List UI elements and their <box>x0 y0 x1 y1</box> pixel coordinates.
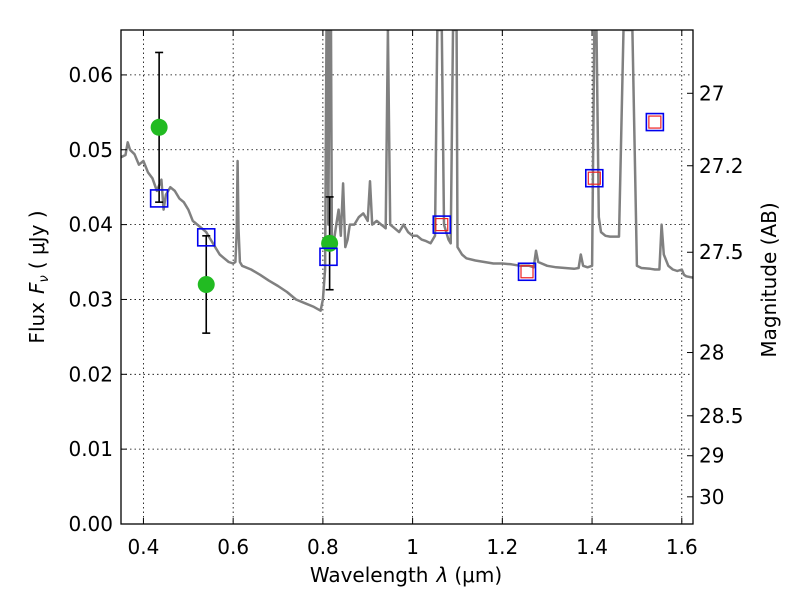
y2-tick-label: 27.2 <box>699 154 744 178</box>
y-tick-label: 0.01 <box>68 437 113 461</box>
y-tick-label: 0.06 <box>68 63 113 87</box>
model-square-marker <box>149 189 169 208</box>
x-tick-label: 1 <box>406 535 419 559</box>
sed-spectrum-line <box>121 30 693 312</box>
y2-tick-label: 27 <box>699 81 724 105</box>
model-inner-square-marker <box>587 171 601 185</box>
y-tick-label: 0.05 <box>68 138 113 162</box>
y-tick-label: 0.03 <box>68 287 113 311</box>
axis-ticks: 0.4 0.6 0.8 1 1.2 1.4 1.6 0.00 0.01 0.02 0.03 0.04 0… <box>68 30 744 559</box>
y2-tick-label: 27.5 <box>699 240 744 264</box>
model-inner-square-marker <box>520 265 534 279</box>
x-tick-label: 0.8 <box>307 535 339 559</box>
x-tick-label: 1.6 <box>666 535 698 559</box>
plot-area <box>121 30 693 334</box>
y2-tick-label: 28 <box>699 341 724 365</box>
x-axis-label: Wavelength λ (μm) <box>310 563 502 587</box>
y2-tick-label: 29 <box>699 444 724 468</box>
model-square-marker <box>319 247 338 267</box>
observed-point <box>197 275 215 293</box>
x-tick-label: 0.6 <box>217 535 249 559</box>
x-tick-label: 1.2 <box>486 535 518 559</box>
y-tick-label: 0.02 <box>68 362 113 386</box>
x-tick-label: 0.4 <box>128 535 160 559</box>
observed-point <box>321 234 339 252</box>
y2-tick-label: 28.5 <box>699 404 744 428</box>
x-tick-label: 1.4 <box>576 535 608 559</box>
y2-tick-label: 30 <box>699 485 724 509</box>
y-tick-label: 0.00 <box>68 512 113 536</box>
observed-point <box>150 118 168 136</box>
y2-axis-label: Magnitude (AB) <box>757 202 781 357</box>
y-tick-label: 0.04 <box>68 213 113 237</box>
y-axis-label: FluxFν( μJy ) <box>25 210 52 343</box>
model-square-marker <box>645 112 665 132</box>
model-square-marker <box>432 215 452 234</box>
model-square-marker <box>196 228 216 247</box>
model-inner-square-marker <box>648 115 662 129</box>
model-square-marker <box>517 262 537 282</box>
model-inner-square-marker <box>435 218 449 232</box>
model-square-marker <box>585 168 604 188</box>
plot-frame <box>120 29 694 525</box>
